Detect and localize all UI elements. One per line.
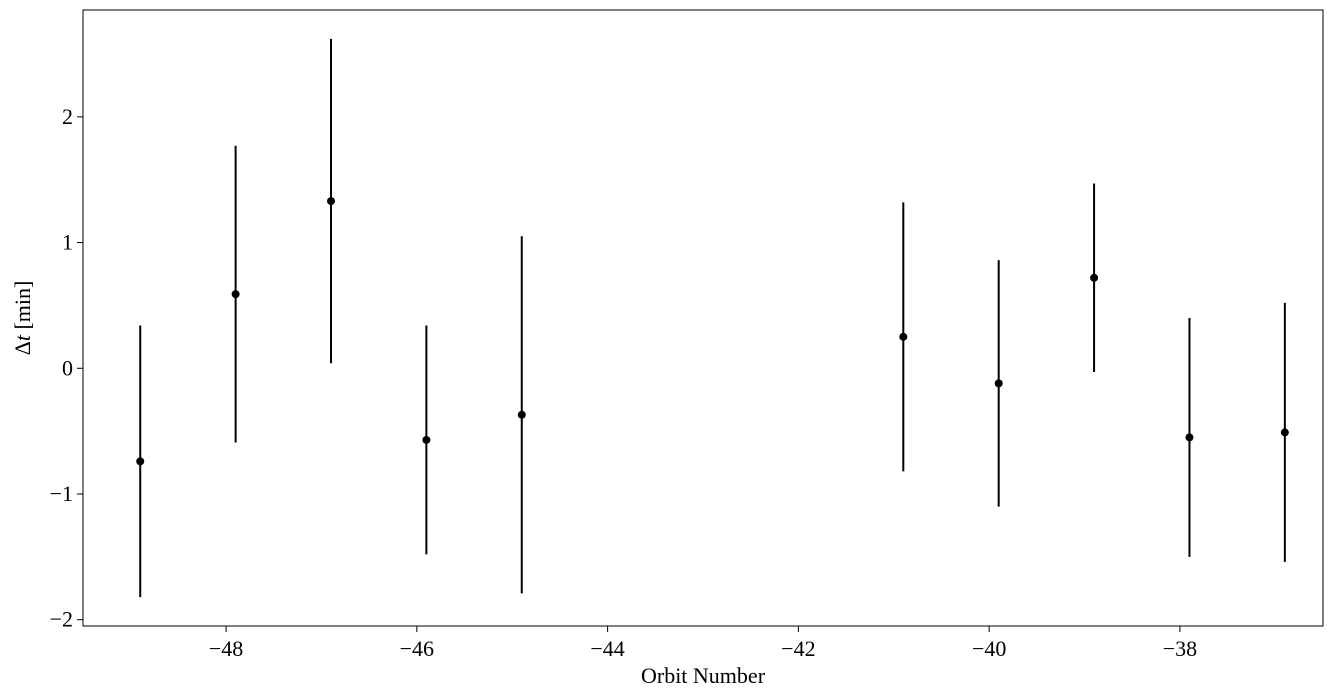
data-point <box>899 332 908 341</box>
data-point <box>231 290 240 299</box>
y-tick-label: −1 <box>50 481 73 506</box>
y-axis-label-symbol: Δ <box>10 341 35 355</box>
y-axis-label-unit: [min] <box>10 281 35 335</box>
x-axis-label: Orbit Number <box>641 663 766 688</box>
data-point <box>1280 428 1289 437</box>
data-point <box>994 379 1003 388</box>
x-tick-label: −38 <box>1163 636 1197 661</box>
data-point <box>1185 433 1194 442</box>
data-point <box>517 410 526 419</box>
y-tick-label: 2 <box>62 104 73 129</box>
data-point <box>327 197 335 206</box>
y-tick-label: 1 <box>62 230 73 255</box>
y-axis-ticks: −2 −1 0 1 2 <box>50 104 83 632</box>
data-point <box>422 435 431 444</box>
plot-frame <box>82 9 1324 627</box>
data-point <box>136 457 145 466</box>
y-axis-label-variable: t <box>10 334 35 341</box>
x-tick-label: −42 <box>781 636 815 661</box>
data-series <box>136 38 1289 598</box>
y-tick-label: 0 <box>62 355 73 380</box>
x-tick-label: −44 <box>590 636 624 661</box>
x-axis-ticks: −48 −46 −44 −42 −40 −38 <box>209 626 1197 661</box>
y-axis-label: Δt [min] <box>10 281 35 356</box>
x-tick-label: −46 <box>400 636 434 661</box>
x-tick-label: −40 <box>972 636 1006 661</box>
y-tick-label: −2 <box>50 607 73 632</box>
data-point <box>1090 273 1099 282</box>
x-tick-label: −48 <box>209 636 243 661</box>
